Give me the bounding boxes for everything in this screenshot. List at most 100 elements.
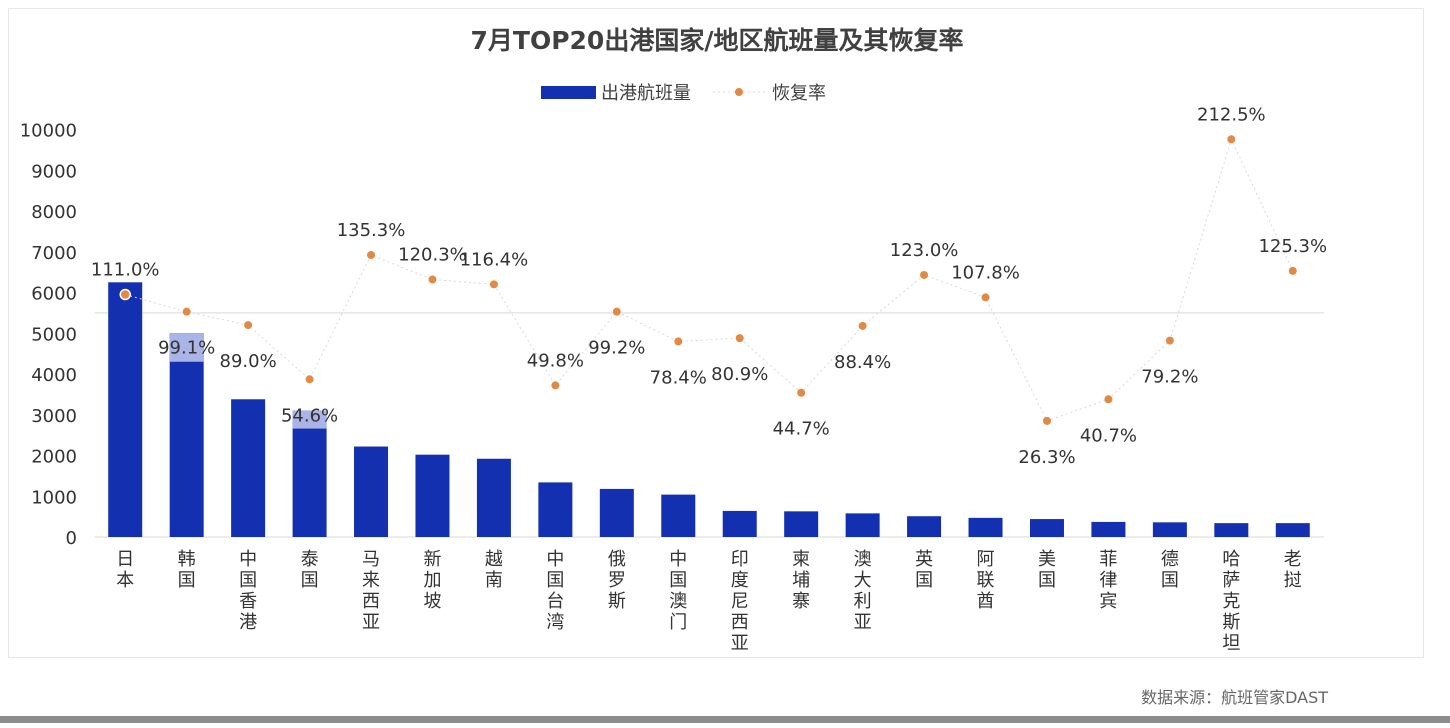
recovery-rate-label: 88.4% — [834, 352, 891, 373]
bar — [1275, 523, 1310, 537]
x-tick-label: 韩国 — [178, 549, 196, 591]
y-axis: 0 1000 2000 3000 4000 5000 6000 7000 8000 9000 100… — [20, 121, 77, 550]
recovery-rate-label: 111.0% — [91, 260, 160, 281]
recovery-rate-point — [981, 293, 990, 302]
bar-highlight — [169, 333, 204, 362]
chart-frame: 7月TOP20出港国家/地区航班量及其恢复率 出港航班量 恢复率 0 1000 20… — [8, 8, 1424, 658]
recovery-rate-point — [1042, 416, 1051, 425]
bar-series — [108, 282, 1310, 537]
legend-bar-swatch — [541, 86, 596, 99]
chart-svg: 7月TOP20出港国家/地区航班量及其恢复率 出港航班量 恢复率 0 1000 20… — [20, 26, 1327, 654]
bar — [722, 510, 757, 537]
recovery-rate-label: 49.8% — [527, 350, 584, 371]
y-tick-label: 3000 — [31, 406, 77, 427]
bar — [354, 446, 389, 537]
bar — [1029, 519, 1064, 537]
recovery-rate-point — [1227, 135, 1236, 144]
recovery-rate-point — [920, 270, 929, 279]
reference-lines — [94, 312, 1324, 538]
bar — [1152, 522, 1187, 537]
recovery-rate-label: 116.4% — [460, 249, 529, 270]
recovery-rate-label: 99.1% — [158, 338, 215, 359]
x-tick-label: 菲律宾 — [1099, 549, 1117, 612]
bar — [784, 511, 819, 537]
recovery-rate-point — [428, 275, 437, 284]
recovery-rate-point — [1165, 336, 1174, 345]
bar — [661, 494, 696, 537]
bar — [476, 458, 511, 537]
recovery-rate-point — [489, 280, 498, 289]
y-tick-label: 8000 — [31, 202, 77, 223]
bar — [968, 517, 1003, 537]
source-note: 数据来源：航班管家DAST — [1141, 688, 1328, 707]
y-tick-label: 7000 — [31, 243, 77, 264]
y-tick-label: 6000 — [31, 284, 77, 305]
x-tick-label: 美国 — [1038, 549, 1056, 591]
recovery-rate-point — [1104, 395, 1113, 404]
recovery-rate-label: 80.9% — [711, 364, 768, 385]
recovery-rate-label: 125.3% — [1258, 236, 1327, 257]
x-tick-label: 印度尼西亚 — [731, 549, 749, 654]
recovery-rate-point — [367, 251, 376, 260]
legend-line-marker — [735, 88, 743, 96]
legend-line-label: 恢复率 — [772, 83, 826, 104]
recovery-rate-label: 54.6% — [281, 405, 338, 426]
recovery-rate-label: 99.2% — [588, 338, 645, 359]
recovery-rate-label: 79.2% — [1141, 367, 1198, 388]
bar — [845, 513, 880, 537]
bar — [1091, 521, 1126, 537]
x-tick-label: 俄罗斯 — [608, 549, 626, 612]
recovery-rate-label: 135.3% — [337, 220, 406, 241]
recovery-rate-label: 40.7% — [1080, 425, 1137, 446]
y-tick-label: 1000 — [31, 487, 77, 508]
legend-bar-label: 出港航班量 — [601, 83, 691, 104]
bar — [292, 410, 327, 537]
recovery-rate-point — [1288, 266, 1297, 275]
y-tick-label: 4000 — [31, 365, 77, 386]
bar — [599, 488, 634, 537]
bar — [108, 282, 143, 537]
x-tick-label: 中国台湾 — [546, 549, 564, 633]
x-axis-labels: 日本 韩国 中国香港 泰国 马来西亚 新加坡 越南 中国台湾 俄罗斯 中国澳门 印度尼西亚 柬埔寨 澳大… — [116, 549, 1302, 654]
recovery-rate-label: 107.8% — [951, 262, 1020, 283]
recovery-rate-point — [858, 321, 867, 330]
recovery-rate-label: 212.5% — [1197, 104, 1266, 125]
recovery-rate-point — [182, 307, 191, 316]
recovery-rate-label: 120.3% — [398, 244, 467, 265]
recovery-rate-point — [797, 388, 806, 397]
chart-title: 7月TOP20出港国家/地区航班量及其恢复率 — [471, 26, 964, 55]
y-tick-label: 9000 — [31, 161, 77, 182]
recovery-rate-series: 111.0% 99.1%89.0% 54.6% 135.3% 120.3%116.4% 4… — [91, 104, 1327, 468]
x-tick-label: 老挝 — [1284, 549, 1302, 591]
bottom-rule — [0, 716, 1450, 723]
x-tick-label: 泰国 — [301, 549, 319, 591]
chart-legend: 出港航班量 恢复率 — [541, 83, 826, 104]
recovery-rate-label: 78.4% — [650, 367, 707, 388]
y-tick-label: 10000 — [20, 121, 77, 142]
recovery-rate-point — [674, 337, 683, 346]
x-tick-label: 德国 — [1161, 549, 1179, 591]
x-tick-label: 哈萨克斯坦 — [1222, 549, 1240, 654]
bar — [415, 454, 450, 537]
bar — [231, 399, 266, 537]
x-tick-label: 澳大利亚 — [854, 549, 872, 633]
recovery-rate-label: 89.0% — [220, 351, 277, 372]
recovery-rate-label: 26.3% — [1018, 447, 1075, 468]
x-tick-label: 中国澳门 — [669, 549, 687, 633]
recovery-rate-point — [612, 307, 621, 316]
x-tick-label: 越南 — [485, 549, 503, 591]
recovery-rate-point — [305, 375, 314, 384]
y-tick-label: 0 — [66, 528, 77, 549]
recovery-rate-point — [735, 334, 744, 343]
bar — [907, 516, 942, 537]
x-tick-label: 马来西亚 — [362, 549, 380, 633]
recovery-rate-label: 123.0% — [890, 240, 959, 261]
y-tick-label: 5000 — [31, 324, 77, 345]
bar — [538, 482, 573, 537]
bar-highlight — [292, 410, 327, 429]
x-tick-label: 阿联酋 — [977, 549, 995, 612]
recovery-rate-point — [119, 288, 131, 301]
bar — [169, 333, 204, 537]
bar — [1214, 523, 1249, 537]
y-tick-label: 2000 — [31, 447, 77, 468]
